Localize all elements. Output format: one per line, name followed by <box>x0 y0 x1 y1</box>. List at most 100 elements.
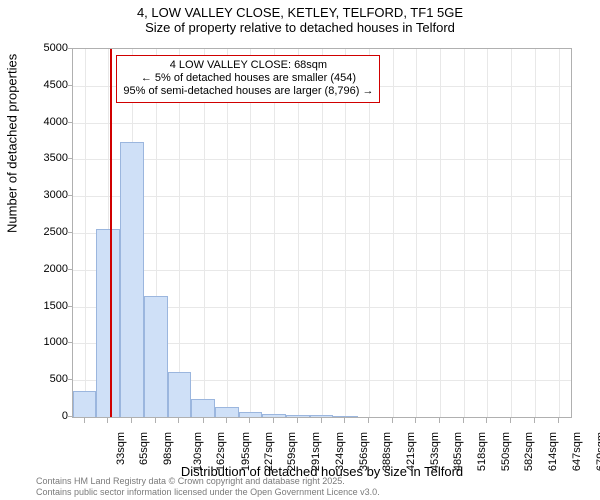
y-tick-label: 4000 <box>18 116 68 128</box>
grid-line-v <box>345 49 346 417</box>
histogram-bar <box>191 399 215 417</box>
x-tick-mark <box>321 418 322 423</box>
x-tick-label: 291sqm <box>310 432 322 471</box>
x-tick-label: 324sqm <box>334 432 346 471</box>
y-tick-mark <box>67 195 72 196</box>
chart-footer: Contains HM Land Registry data © Crown c… <box>36 476 380 497</box>
grid-line-v <box>511 49 512 417</box>
x-tick-label: 259sqm <box>287 432 299 471</box>
grid-line-v <box>464 49 465 417</box>
x-tick-label: 388sqm <box>381 432 393 471</box>
y-tick-label: 3500 <box>18 152 68 164</box>
grid-line-v <box>393 49 394 417</box>
y-tick-label: 0 <box>18 410 68 422</box>
y-tick-label: 2500 <box>18 226 68 238</box>
histogram-bar <box>286 415 309 417</box>
x-tick-label: 421sqm <box>405 432 417 471</box>
y-tick-mark <box>67 269 72 270</box>
grid-line-v <box>416 49 417 417</box>
y-tick-mark <box>67 85 72 86</box>
grid-line-v <box>274 49 275 417</box>
x-tick-mark <box>273 418 274 423</box>
x-tick-mark <box>297 418 298 423</box>
grid-line-v <box>369 49 370 417</box>
x-tick-mark <box>84 418 85 423</box>
x-tick-mark <box>226 418 227 423</box>
grid-line-v <box>250 49 251 417</box>
grid-line-v <box>85 49 86 417</box>
x-tick-label: 582sqm <box>524 432 536 471</box>
x-tick-label: 485sqm <box>452 432 464 471</box>
marker-line <box>110 49 112 417</box>
grid-line-v <box>535 49 536 417</box>
histogram-bar <box>215 407 238 417</box>
grid-line-v <box>179 49 180 417</box>
x-tick-mark <box>178 418 179 423</box>
histogram-bar <box>310 415 333 417</box>
grid-line-v <box>298 49 299 417</box>
x-tick-label: 356sqm <box>358 432 370 471</box>
grid-line-v <box>440 49 441 417</box>
x-tick-label: 647sqm <box>571 432 583 471</box>
x-tick-label: 453sqm <box>429 432 441 471</box>
grid-line-v <box>559 49 560 417</box>
x-tick-mark <box>155 418 156 423</box>
x-tick-mark <box>486 418 487 423</box>
y-tick-label: 4500 <box>18 79 68 91</box>
x-tick-label: 518sqm <box>477 432 489 471</box>
grid-line-v <box>322 49 323 417</box>
plot-area: 4 LOW VALLEY CLOSE: 68sqm ← 5% of detach… <box>72 48 572 418</box>
chart-title-line2: Size of property relative to detached ho… <box>0 21 600 36</box>
histogram-bar <box>120 142 144 417</box>
histogram-bar <box>333 416 357 417</box>
x-tick-label: 162sqm <box>215 432 227 471</box>
y-tick-label: 1000 <box>18 336 68 348</box>
x-tick-mark <box>203 418 204 423</box>
x-tick-mark <box>344 418 345 423</box>
y-tick-label: 3000 <box>18 189 68 201</box>
x-tick-label: 65sqm <box>138 432 150 465</box>
y-tick-label: 500 <box>18 373 68 385</box>
x-tick-mark <box>107 418 108 423</box>
x-tick-label: 550sqm <box>500 432 512 471</box>
x-tick-mark <box>534 418 535 423</box>
histogram-bar <box>96 229 119 417</box>
x-tick-label: 614sqm <box>547 432 559 471</box>
histogram-bar <box>144 296 167 417</box>
x-tick-label: 130sqm <box>192 432 204 471</box>
x-tick-mark <box>392 418 393 423</box>
annotation-line3: 95% of semi-detached houses are larger (… <box>123 85 373 98</box>
x-tick-mark <box>131 418 132 423</box>
x-tick-mark <box>510 418 511 423</box>
annotation-box: 4 LOW VALLEY CLOSE: 68sqm ← 5% of detach… <box>116 55 380 103</box>
x-tick-label: 33sqm <box>115 432 127 465</box>
x-tick-label: 98sqm <box>162 432 174 465</box>
histogram-bar <box>168 372 191 417</box>
y-tick-label: 1500 <box>18 300 68 312</box>
x-tick-label: 195sqm <box>240 432 252 471</box>
x-tick-mark <box>463 418 464 423</box>
y-tick-mark <box>67 48 72 49</box>
histogram-bar <box>239 412 262 417</box>
y-tick-mark <box>67 158 72 159</box>
y-tick-label: 2000 <box>18 263 68 275</box>
chart-title-line1: 4, LOW VALLEY CLOSE, KETLEY, TELFORD, TF… <box>0 0 600 21</box>
x-tick-mark <box>439 418 440 423</box>
y-tick-label: 5000 <box>18 42 68 54</box>
grid-line-v <box>487 49 488 417</box>
annotation-line1: 4 LOW VALLEY CLOSE: 68sqm <box>123 59 373 72</box>
histogram-bar <box>262 414 286 417</box>
grid-line-v <box>227 49 228 417</box>
x-tick-mark <box>249 418 250 423</box>
x-tick-label: 679sqm <box>595 432 600 471</box>
x-tick-mark <box>558 418 559 423</box>
x-tick-label: 227sqm <box>263 432 275 471</box>
y-tick-mark <box>67 232 72 233</box>
x-tick-mark <box>368 418 369 423</box>
footer-line1: Contains HM Land Registry data © Crown c… <box>36 476 380 486</box>
y-tick-mark <box>67 342 72 343</box>
chart-container: 4, LOW VALLEY CLOSE, KETLEY, TELFORD, TF… <box>0 0 600 500</box>
y-tick-mark <box>67 306 72 307</box>
y-tick-mark <box>67 122 72 123</box>
x-tick-mark <box>415 418 416 423</box>
